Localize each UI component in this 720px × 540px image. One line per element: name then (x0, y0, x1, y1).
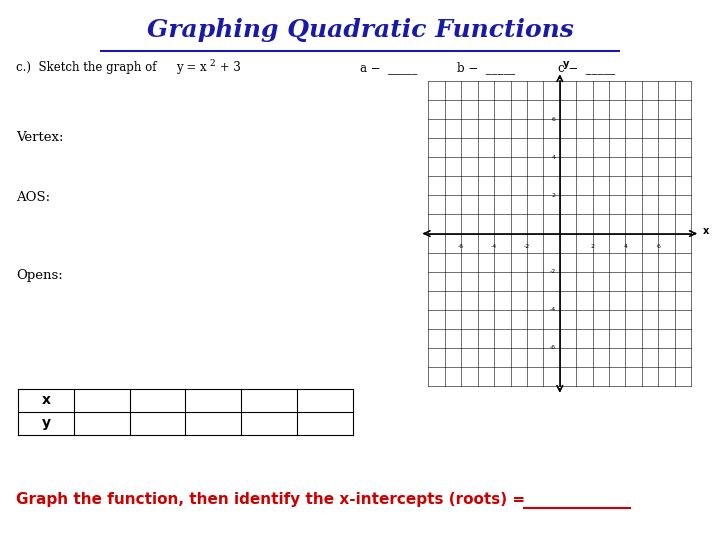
Text: 4: 4 (624, 244, 628, 249)
Text: y = x: y = x (176, 61, 207, 74)
Text: Graph the function, then identify the x-intercepts (roots) =: Graph the function, then identify the x-… (16, 492, 530, 507)
Text: 6: 6 (657, 244, 660, 249)
Text: y: y (562, 59, 569, 69)
Text: Opens:: Opens: (16, 269, 63, 282)
Text: AOS:: AOS: (16, 191, 50, 204)
Text: + 3: + 3 (216, 61, 241, 74)
Text: c −  _____: c − _____ (558, 61, 615, 74)
Text: -6: -6 (549, 346, 556, 350)
Text: 2: 2 (590, 244, 595, 249)
Text: -2: -2 (524, 244, 530, 249)
Text: x: x (703, 226, 709, 236)
Text: Graphing Quadratic Functions: Graphing Quadratic Functions (147, 18, 573, 42)
Text: c.)  Sketch the graph of: c.) Sketch the graph of (16, 61, 160, 74)
Text: 2: 2 (552, 193, 556, 198)
Text: -2: -2 (549, 269, 556, 274)
Text: 2: 2 (210, 59, 215, 68)
Text: -4: -4 (549, 307, 556, 312)
Text: 4: 4 (552, 155, 556, 160)
Text: y: y (42, 416, 50, 430)
Text: -4: -4 (491, 244, 498, 249)
Text: 6: 6 (552, 117, 556, 122)
Text: x: x (42, 393, 50, 407)
Text: a −  _____: a − _____ (360, 61, 418, 74)
Text: b −  _____: b − _____ (457, 61, 516, 74)
Text: Vertex:: Vertex: (16, 131, 63, 144)
Text: -6: -6 (458, 244, 464, 249)
